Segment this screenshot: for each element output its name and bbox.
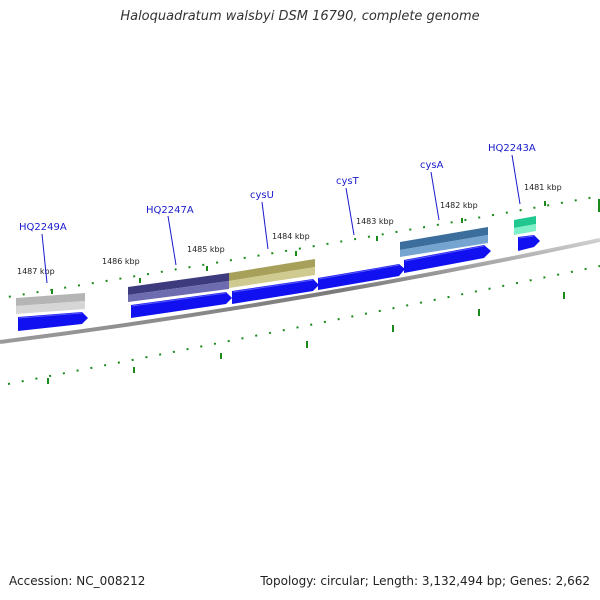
- cds-arrow-hq2247a: [131, 292, 232, 318]
- feature-bar-cysa: [400, 227, 488, 257]
- genome-summary: Topology: circular; Length: 3,132,494 bp…: [260, 574, 590, 588]
- gene-label-cyst: cysT: [336, 176, 360, 187]
- cds-arrow-cyst: [318, 264, 405, 290]
- tick-label: 1487 kbp: [17, 267, 55, 276]
- major-ticks: [51, 199, 600, 294]
- inner-major-ticks: [47, 292, 565, 384]
- genome-title: Haloquadratum walsbyi DSM 16790, complet…: [120, 9, 480, 24]
- gene-label-hq2243a: HQ2243A: [488, 143, 536, 154]
- cds-arrow-hq2243a: [518, 235, 540, 251]
- tick-label: 1482 kbp: [440, 201, 478, 210]
- feature-bar-hq2249a: [16, 293, 85, 314]
- feature-bar-hq2247a: [128, 273, 229, 302]
- tick-label: 1483 kbp: [356, 217, 394, 226]
- feature-bar-hq2243a: [514, 216, 536, 235]
- gene-label-hq2249a: HQ2249A: [19, 222, 67, 233]
- gene-label-cysu: cysU: [250, 190, 274, 201]
- tick-label: 1485 kbp: [187, 245, 225, 254]
- cds-arrow-cysu: [232, 279, 319, 304]
- tick-label: 1486 kbp: [102, 257, 140, 266]
- tick-label: 1484 kbp: [272, 232, 310, 241]
- label-leaders: [41, 154, 521, 284]
- gene-label-cysa: cysA: [420, 160, 444, 171]
- inner-tick-ring: [7, 265, 600, 385]
- cds-arrow-cysa: [404, 245, 491, 273]
- genome-backbone: [0, 238, 600, 344]
- accession-label: Accession: NC_008212: [9, 574, 146, 588]
- tick-label: 1481 kbp: [524, 183, 562, 192]
- cds-arrows: [18, 235, 540, 331]
- feature-bar-cysu: [229, 259, 315, 288]
- gene-label-hq2247a: HQ2247A: [146, 205, 194, 216]
- feature-bars: [16, 216, 536, 314]
